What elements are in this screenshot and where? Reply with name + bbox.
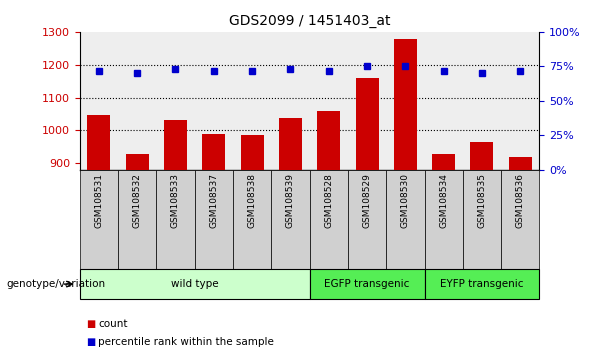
Text: GSM108534: GSM108534: [439, 173, 448, 228]
Bar: [126, 154, 149, 170]
Bar: [356, 78, 379, 170]
Bar: [501, 170, 539, 269]
Text: GSM108537: GSM108537: [209, 173, 218, 228]
Text: GSM108539: GSM108539: [286, 173, 295, 228]
Text: GSM108531: GSM108531: [94, 173, 104, 228]
Text: wild type: wild type: [171, 279, 218, 289]
Bar: [271, 170, 310, 269]
Bar: [156, 32, 195, 170]
Bar: [348, 32, 386, 170]
Text: GSM108533: GSM108533: [171, 173, 180, 228]
Text: GSM108538: GSM108538: [248, 173, 257, 228]
Bar: [386, 170, 424, 269]
Bar: [348, 170, 386, 269]
Title: GDS2099 / 1451403_at: GDS2099 / 1451403_at: [229, 14, 390, 28]
Text: GSM108528: GSM108528: [324, 173, 333, 228]
Bar: [310, 32, 348, 170]
Text: ■: ■: [86, 337, 95, 347]
Bar: [471, 142, 493, 170]
Bar: [118, 32, 156, 170]
Text: ■: ■: [86, 319, 95, 329]
Text: percentile rank within the sample: percentile rank within the sample: [98, 337, 274, 347]
Text: count: count: [98, 319, 128, 329]
Text: genotype/variation: genotype/variation: [6, 279, 105, 289]
Bar: [386, 32, 424, 170]
Bar: [509, 157, 531, 170]
Text: GSM108530: GSM108530: [401, 173, 410, 228]
Bar: [424, 170, 463, 269]
Bar: [118, 170, 156, 269]
Text: EGFP transgenic: EGFP transgenic: [324, 279, 409, 289]
Bar: [318, 111, 340, 170]
Bar: [463, 32, 501, 170]
Bar: [463, 170, 501, 269]
Bar: [310, 170, 348, 269]
Bar: [195, 32, 233, 170]
Bar: [80, 32, 118, 170]
Bar: [279, 118, 302, 170]
Bar: [271, 32, 310, 170]
Bar: [80, 170, 118, 269]
Text: GSM108536: GSM108536: [516, 173, 525, 228]
Bar: [156, 170, 195, 269]
Bar: [195, 170, 233, 269]
Bar: [240, 135, 264, 170]
Text: GSM108535: GSM108535: [478, 173, 487, 228]
Text: GSM108532: GSM108532: [132, 173, 142, 228]
Bar: [164, 120, 187, 170]
Bar: [233, 32, 271, 170]
Bar: [501, 32, 539, 170]
Bar: [424, 32, 463, 170]
Bar: [394, 39, 417, 170]
Bar: [432, 154, 455, 170]
Bar: [202, 134, 226, 170]
Bar: [233, 170, 271, 269]
Text: EYFP transgenic: EYFP transgenic: [440, 279, 524, 289]
Bar: [87, 115, 110, 170]
Text: GSM108529: GSM108529: [362, 173, 371, 228]
